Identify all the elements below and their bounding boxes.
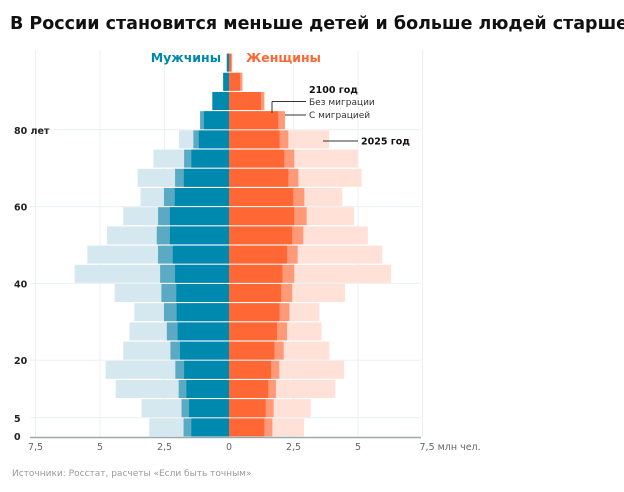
x-tick-label: 5 xyxy=(355,442,361,453)
annotation-no-migration: Без миграции xyxy=(309,98,375,108)
bar-female-2100_no_migration-15-19 xyxy=(229,360,272,379)
male-label: Мужчины xyxy=(151,50,221,65)
bar-female-2100_no_migration-55-59 xyxy=(229,207,295,226)
y-tick-label: 40 xyxy=(14,279,28,290)
annotation-with-migration: С миграцией xyxy=(309,111,370,121)
x-tick-label: 2,5 xyxy=(157,442,172,453)
y-tick-label: 60 xyxy=(14,203,28,214)
bar-female-2100_no_migration-5-9 xyxy=(229,399,266,418)
legend-annotations: 2100 год Без миграции С миграцией 2025 г… xyxy=(271,85,410,148)
bar-male-2100_no_migration-85-89 xyxy=(213,92,229,110)
bar-male-2100_no_migration-30-34 xyxy=(176,303,229,322)
source-note: Источники: Росстат, расчеты «Если быть т… xyxy=(12,469,251,479)
bar-female-2100_no_migration-60-64 xyxy=(229,188,294,206)
bar-female-2100_no_migration-40-44 xyxy=(229,264,283,283)
bar-female-2100_no_migration-35-39 xyxy=(229,284,282,302)
female-label: Женщины xyxy=(246,50,321,65)
bar-male-2100_no_migration-55-59 xyxy=(169,207,229,226)
annotation-2100: 2100 год xyxy=(309,85,358,96)
bar-female-2100_no_migration-45-49 xyxy=(229,245,288,264)
annotation-2025: 2025 год xyxy=(361,137,410,148)
y-tick-label: 0 xyxy=(14,432,21,443)
bar-female-2100_no_migration-30-34 xyxy=(229,303,280,322)
bar-female-2100_no_migration-85-89 xyxy=(229,92,261,110)
y-tick-label: 80 лет xyxy=(14,126,50,137)
bar-male-2100_no_migration-65-69 xyxy=(183,168,229,187)
bar-female-2100_no_migration-90-94 xyxy=(229,72,241,91)
x-tick-label: 0 xyxy=(226,442,232,453)
bar-male-2100_no_migration-75-79 xyxy=(198,130,229,149)
bar-male-2100_no_migration-80-84 xyxy=(203,111,229,130)
bar-male-2100_no_migration-15-19 xyxy=(184,360,229,379)
y-tick-labels: 80 лет 60 40 20 5 0 xyxy=(14,126,50,443)
bar-male-2100_no_migration-10-14 xyxy=(186,380,229,398)
bar-male-2100_no_migration-45-49 xyxy=(172,245,229,264)
bar-male-2100_no_migration-50-54 xyxy=(169,226,229,245)
bar-female-2100_no_migration-75-79 xyxy=(229,130,280,149)
bar-male-2100_no_migration-70-74 xyxy=(191,149,229,168)
bars xyxy=(74,53,392,437)
bar-male-2100_no_migration-0-4 xyxy=(191,418,229,437)
x-tick-label: 2,5 xyxy=(286,442,301,453)
bar-male-2100_no_migration-5-9 xyxy=(189,399,229,418)
y-tick-label: 5 xyxy=(14,414,21,425)
bar-male-2100_no_migration-60-64 xyxy=(174,188,229,206)
bar-male-2100_no_migration-40-44 xyxy=(175,264,229,283)
x-tick-label: 5 xyxy=(97,442,103,453)
bar-female-2100_no_migration-65-69 xyxy=(229,168,289,187)
bar-female-2100_no_migration-20-24 xyxy=(229,341,275,360)
bar-female-2100_no_migration-0-4 xyxy=(229,418,265,437)
bar-female-2100_no_migration-10-14 xyxy=(229,380,269,398)
x-tick-labels: 7,5 5 2,5 0 2,5 5 7,5 млн чел. xyxy=(28,442,481,453)
bar-male-2100_no_migration-35-39 xyxy=(176,284,229,302)
bar-female-2100_no_migration-50-54 xyxy=(229,226,293,245)
bar-female-2100_no_migration-70-74 xyxy=(229,149,285,168)
y-tick-label: 20 xyxy=(14,356,28,367)
bar-female-2100_no_migration-95+ xyxy=(229,53,232,72)
x-tick-label: 7,5 млн чел. xyxy=(420,442,481,453)
bar-male-2100_no_migration-90-94 xyxy=(223,72,229,91)
bar-male-2100_no_migration-25-29 xyxy=(177,322,229,341)
bar-female-2100_no_migration-25-29 xyxy=(229,322,277,341)
x-tick-label: 7,5 xyxy=(28,442,43,453)
bar-male-2100_no_migration-95+ xyxy=(226,53,229,72)
bar-female-2100_no_migration-80-84 xyxy=(229,111,279,130)
bar-male-2100_no_migration-20-24 xyxy=(179,341,229,360)
chart-title: В России становится меньше детей и больш… xyxy=(10,14,624,34)
